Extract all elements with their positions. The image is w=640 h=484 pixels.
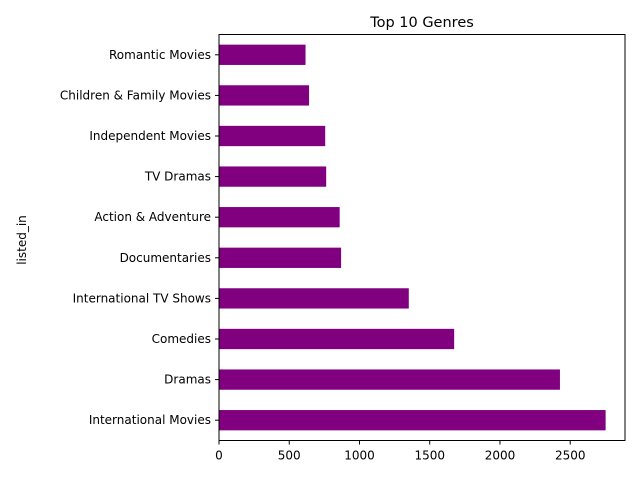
y-tick-label: Dramas [164,373,211,387]
x-tick-label: 1000 [344,449,375,463]
x-tick-label: 1500 [414,449,445,463]
bar-3 [219,288,409,309]
y-tick-label: Independent Movies [89,129,211,143]
bars-group [219,44,606,431]
bar-6 [219,166,327,187]
bar-1 [219,369,560,390]
chart-title: Top 10 Genres [369,15,474,31]
y-tick-label: Comedies [152,332,211,346]
y-tick-label: International Movies [89,413,211,427]
bar-8 [219,85,310,106]
x-tick-label: 2000 [485,449,516,463]
y-axis-ticks: International Movies Dramas Comedies Intern… [60,48,219,427]
x-tick-label: 500 [278,449,301,463]
bar-9 [219,44,306,65]
bar-5 [219,207,340,228]
x-tick-label: 2500 [555,449,586,463]
y-tick-label: Romantic Movies [109,48,211,62]
bar-7 [219,125,326,147]
y-tick-label: Action & Adventure [94,210,211,224]
plot-frame [218,34,626,441]
y-tick-label: Children & Family Movies [60,88,211,102]
x-axis-ticks: 0 500 1000 1500 2000 2500 [215,440,586,463]
y-tick-label: Documentaries [120,251,211,265]
y-axis-label: listed_in [15,215,29,265]
y-tick-label: TV Dramas [144,170,211,184]
bar-0 [219,410,606,431]
bar-2 [219,328,455,350]
bar-4 [219,247,342,268]
x-tick-label: 0 [215,449,223,463]
y-tick-label: International TV Shows [73,291,211,305]
